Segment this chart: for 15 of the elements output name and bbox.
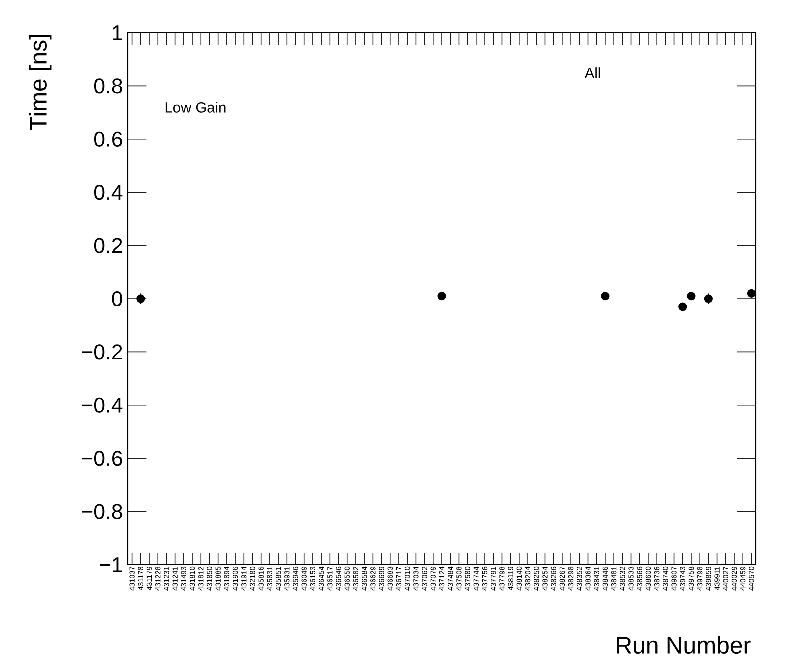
y-tick-label: 1 xyxy=(113,26,122,40)
y-axis-title: Time [ns] xyxy=(29,35,52,131)
y-tick-label: −0.6 xyxy=(82,451,122,466)
y-tick-label: −0.8 xyxy=(82,504,122,520)
annotation: Low Gain xyxy=(166,102,226,113)
x-axis-title: Run Number xyxy=(617,636,751,654)
y-tick-label: 0.4 xyxy=(94,185,123,200)
y-tick-label: −0.2 xyxy=(82,344,122,360)
y-tick-label: −0.4 xyxy=(82,398,123,413)
y-tick-label: −1 xyxy=(100,558,122,572)
annotation: All xyxy=(584,68,600,78)
y-tick-label: 0.2 xyxy=(94,238,122,254)
y-tick-label: 0 xyxy=(112,291,122,307)
y-tick-label: 0.8 xyxy=(94,78,122,94)
y-tick-label: 0.6 xyxy=(94,132,122,147)
